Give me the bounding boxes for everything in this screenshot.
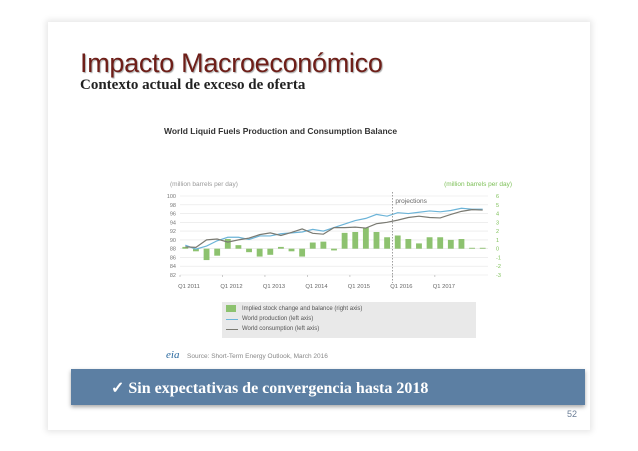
stock-change-bar: [479, 247, 486, 249]
left-tick-label: 92: [170, 229, 176, 235]
stock-change-bar: [267, 248, 274, 255]
x-tick-label: Q1 2011: [178, 284, 200, 290]
slide-title: Impacto Macroeconómico: [80, 48, 383, 78]
right-tick-label: 4: [496, 212, 499, 218]
left-tick-label: 84: [170, 264, 176, 270]
stock-change-bar: [309, 242, 316, 249]
slide: [48, 22, 590, 430]
legend-label: World consumption (left axis): [242, 326, 320, 332]
chart-title: World Liquid Fuels Production and Consum…: [164, 126, 398, 136]
right-tick-label: -3: [496, 273, 501, 279]
x-tick-label: Q1 2015: [348, 284, 370, 290]
slide-subtitle: Contexto actual de exceso de oferta: [80, 77, 306, 93]
source-text: Source: Short-Term Energy Outlook, March…: [187, 353, 328, 360]
stock-change-bar: [288, 248, 295, 252]
stock-change-bar: [447, 239, 454, 249]
right-tick-label: -2: [496, 264, 501, 270]
left-tick-label: 86: [170, 255, 176, 261]
x-tick-label: Q1 2013: [263, 284, 285, 290]
stock-change-bar: [405, 239, 412, 249]
legend-label: World production (left axis): [242, 316, 314, 322]
left-tick-label: 94: [170, 220, 176, 226]
conclusion-banner: ✓ Sin expectativas de convergencia hasta…: [71, 369, 585, 405]
stock-change-bar: [341, 232, 348, 249]
stock-change-bar: [331, 248, 337, 251]
chart: (million barrels per day) (million barrel…: [167, 181, 512, 290]
stock-change-bar: [299, 248, 306, 257]
right-tick-label: 6: [496, 194, 499, 200]
stock-change-bar: [394, 235, 401, 249]
right-tick-label: 0: [496, 247, 499, 253]
stock-change-bar: [214, 248, 221, 256]
stock-change-bar: [352, 231, 359, 249]
legend-bar-swatch: [226, 305, 236, 312]
left-tick-label: 96: [170, 212, 176, 218]
page-number: 52: [567, 409, 578, 419]
x-tick-label: Q1 2017: [433, 284, 455, 290]
right-tick-label: 2: [496, 229, 499, 235]
eia-logo-icon: eia: [166, 349, 180, 361]
right-tick-label: 1: [496, 238, 499, 244]
stock-change-bar: [182, 246, 189, 249]
right-tick-label: 5: [496, 203, 499, 209]
stock-change-bar: [458, 239, 465, 249]
stock-change-bar: [320, 241, 327, 249]
left-axis-label: (million barrels per day): [170, 181, 238, 188]
stock-change-bar: [277, 246, 284, 249]
left-tick-label: 98: [170, 203, 176, 209]
legend-label: Implied stock change and balance (right …: [242, 306, 363, 312]
stock-change-bar: [416, 243, 422, 249]
x-tick-label: Q1 2014: [305, 284, 328, 290]
stock-change-bar: [384, 237, 391, 249]
stock-change-bar: [224, 239, 231, 249]
stock-change-bar: [256, 248, 263, 257]
stock-change-bar: [437, 237, 444, 249]
legend-line-swatch: [226, 318, 238, 320]
x-tick-label: Q1 2016: [390, 284, 412, 290]
right-axis-label: (million barrels per day): [444, 181, 512, 188]
left-tick-label: 100: [167, 194, 176, 200]
right-tick-label: 3: [496, 220, 499, 226]
x-tick-label: Q1 2012: [220, 284, 242, 290]
stock-change-bar: [426, 237, 433, 249]
world-consumption-line: [185, 209, 483, 248]
projection-label: projections: [395, 198, 427, 205]
stock-change-bar: [373, 231, 380, 249]
stock-change-bar: [362, 227, 369, 249]
left-tick-label: 90: [170, 238, 176, 244]
stock-change-bar: [246, 248, 252, 253]
left-tick-label: 82: [170, 273, 176, 279]
banner-text: ✓ Sin expectativas de convergencia hasta…: [111, 380, 429, 397]
stock-change-bar: [203, 248, 210, 261]
legend-line-swatch: [226, 328, 238, 330]
right-tick-label: -1: [496, 255, 501, 261]
stock-change-bar: [235, 245, 242, 249]
chart-legend: Implied stock change and balance (right …: [222, 302, 476, 338]
stock-change-bar: [193, 248, 199, 252]
left-tick-label: 88: [170, 247, 176, 253]
stock-change-bar: [469, 247, 475, 249]
